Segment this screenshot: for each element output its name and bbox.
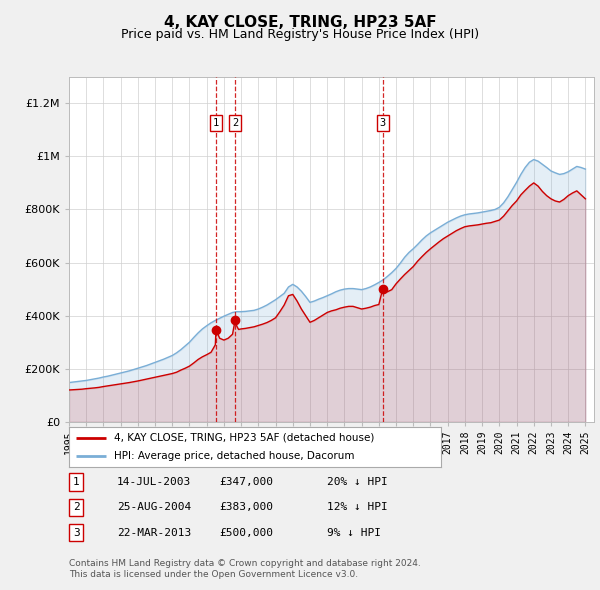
Text: 1: 1 bbox=[213, 119, 219, 128]
Text: 2: 2 bbox=[232, 119, 238, 128]
Text: Contains HM Land Registry data © Crown copyright and database right 2024.: Contains HM Land Registry data © Crown c… bbox=[69, 559, 421, 568]
Text: 12% ↓ HPI: 12% ↓ HPI bbox=[327, 503, 388, 512]
Text: This data is licensed under the Open Government Licence v3.0.: This data is licensed under the Open Gov… bbox=[69, 571, 358, 579]
Text: £383,000: £383,000 bbox=[219, 503, 273, 512]
Text: 25-AUG-2004: 25-AUG-2004 bbox=[117, 503, 191, 512]
Text: 2: 2 bbox=[73, 503, 80, 512]
Text: 3: 3 bbox=[73, 528, 80, 537]
Text: 1: 1 bbox=[73, 477, 80, 487]
Text: 4, KAY CLOSE, TRING, HP23 5AF: 4, KAY CLOSE, TRING, HP23 5AF bbox=[164, 15, 436, 30]
Text: 9% ↓ HPI: 9% ↓ HPI bbox=[327, 528, 381, 537]
Text: 14-JUL-2003: 14-JUL-2003 bbox=[117, 477, 191, 487]
Text: £347,000: £347,000 bbox=[219, 477, 273, 487]
Text: 4, KAY CLOSE, TRING, HP23 5AF (detached house): 4, KAY CLOSE, TRING, HP23 5AF (detached … bbox=[113, 433, 374, 443]
Text: Price paid vs. HM Land Registry's House Price Index (HPI): Price paid vs. HM Land Registry's House … bbox=[121, 28, 479, 41]
Text: HPI: Average price, detached house, Dacorum: HPI: Average price, detached house, Daco… bbox=[113, 451, 354, 461]
Text: 20% ↓ HPI: 20% ↓ HPI bbox=[327, 477, 388, 487]
Text: 22-MAR-2013: 22-MAR-2013 bbox=[117, 528, 191, 537]
Text: 3: 3 bbox=[379, 119, 386, 128]
Text: £500,000: £500,000 bbox=[219, 528, 273, 537]
